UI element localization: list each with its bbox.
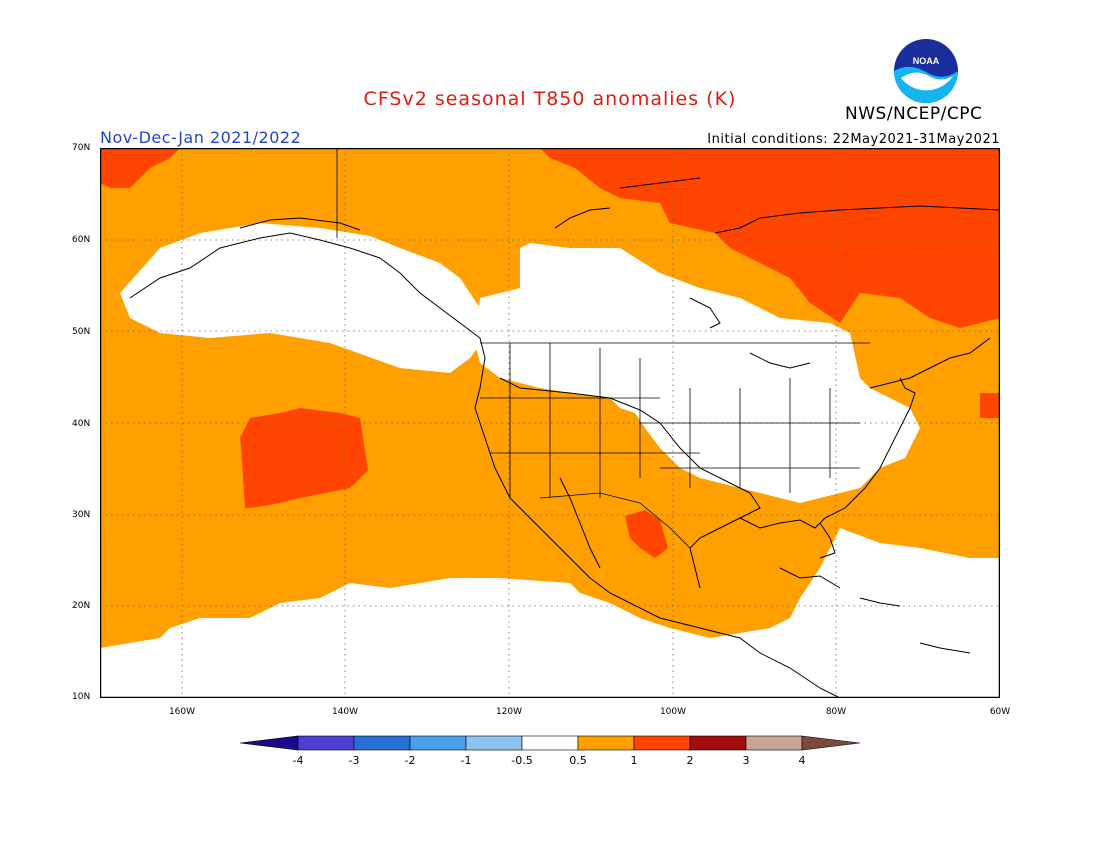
lat-label-10: 10N bbox=[72, 692, 91, 702]
lon-label-120w: 120W bbox=[495, 707, 523, 717]
season-label: Nov-Dec-Jan 2021/2022 bbox=[100, 128, 302, 147]
colorbar-swatch bbox=[745, 735, 803, 751]
colorbar-tick-label: -2 bbox=[405, 754, 416, 767]
lon-label-80w: 80W bbox=[825, 707, 847, 717]
lon-label-60w: 60W bbox=[989, 707, 1011, 717]
lat-label-50: 50N bbox=[72, 327, 91, 337]
map-frame bbox=[99, 147, 1001, 699]
colorbar-swatch bbox=[409, 735, 467, 751]
lat-label-20: 20N bbox=[72, 601, 91, 611]
colorbar-swatch bbox=[465, 735, 523, 751]
map-panel bbox=[99, 147, 1001, 699]
lat-label-60: 60N bbox=[72, 235, 91, 245]
map-title: CFSv2 seasonal T850 anomalies (K) bbox=[363, 88, 737, 110]
near-normal-regions bbox=[100, 223, 1000, 698]
colorbar-tick-label: -0.5 bbox=[511, 754, 532, 767]
colorbar-swatch bbox=[353, 735, 411, 751]
colorbar-swatch bbox=[577, 735, 635, 751]
logo-text: NOAA bbox=[913, 56, 940, 66]
noaa-logo: NOAA bbox=[894, 39, 958, 103]
colorbar: -4 -3 -2 -1 -0.5 0.5 1 2 3 4 bbox=[240, 735, 860, 767]
colorbar-extend-low bbox=[240, 735, 299, 751]
colorbar-swatch bbox=[689, 735, 747, 751]
colorbar-tick-label: 2 bbox=[687, 754, 694, 767]
colorbar-swatch bbox=[521, 735, 579, 751]
colorbar-tick-label: -3 bbox=[349, 754, 360, 767]
lat-label-40: 40N bbox=[72, 419, 91, 429]
lon-label-140w: 140W bbox=[331, 707, 359, 717]
lon-label-100w: 100W bbox=[659, 707, 687, 717]
colorbar-swatch bbox=[633, 735, 691, 751]
political-borders bbox=[336, 148, 870, 549]
colorbar-tick-label: -4 bbox=[293, 754, 304, 767]
colorbar-extend-high bbox=[801, 735, 860, 751]
agency-label: NWS/NCEP/CPC bbox=[845, 104, 983, 124]
lat-label-70: 70N bbox=[72, 143, 91, 153]
colorbar-tick-label: 1 bbox=[631, 754, 638, 767]
lon-label-160w: 160W bbox=[168, 707, 196, 717]
warm-anomaly-regions bbox=[100, 148, 1000, 558]
colorbar-tick-label: 3 bbox=[743, 754, 750, 767]
coastlines bbox=[129, 177, 1001, 699]
colorbar-swatch bbox=[297, 735, 355, 751]
colorbar-tick-label: 0.5 bbox=[569, 754, 587, 767]
colorbar-tick-label: -1 bbox=[461, 754, 472, 767]
lat-label-30: 30N bbox=[72, 510, 91, 520]
colorbar-tick-label: 4 bbox=[799, 754, 806, 767]
initial-conditions-label: Initial conditions: 22May2021-31May2021 bbox=[707, 132, 1000, 147]
